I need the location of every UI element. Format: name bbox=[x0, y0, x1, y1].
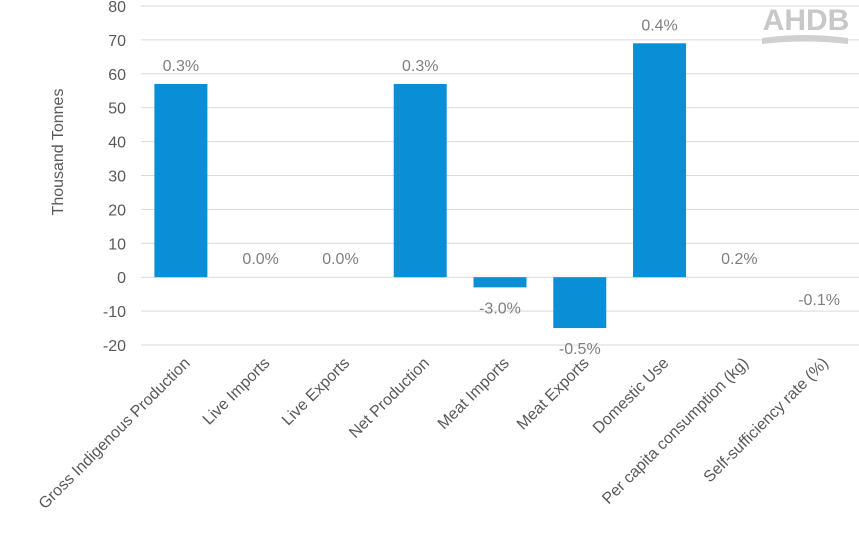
data-label: -0.1% bbox=[798, 292, 840, 309]
y-tick-label: 10 bbox=[108, 236, 126, 253]
x-category-label: Meat Imports bbox=[435, 355, 513, 433]
y-tick-label: 30 bbox=[108, 169, 126, 186]
bar bbox=[154, 83, 208, 278]
bar bbox=[393, 83, 447, 278]
x-axis-categories: Gross Indigenous Production Live Imports L… bbox=[36, 355, 832, 513]
y-tick-label: 20 bbox=[108, 202, 126, 219]
data-label: 0.0% bbox=[322, 251, 358, 268]
bar bbox=[633, 43, 687, 278]
bar bbox=[553, 277, 607, 329]
y-tick-label: 60 bbox=[108, 67, 126, 84]
y-axis-ticks: -20 -10 0 10 20 30 40 50 60 70 80 bbox=[103, 0, 126, 355]
x-category-label: Per capita consumption (kg) bbox=[599, 355, 752, 508]
bars bbox=[154, 43, 687, 329]
data-label: 0.4% bbox=[641, 17, 677, 34]
y-tick-label: 70 bbox=[108, 33, 126, 50]
data-label: -0.5% bbox=[559, 341, 601, 358]
x-category-label: Net Production bbox=[346, 355, 433, 442]
data-label: 0.0% bbox=[242, 251, 278, 268]
y-tick-label: -10 bbox=[103, 304, 126, 321]
data-label: -3.0% bbox=[479, 300, 521, 317]
y-tick-label: -20 bbox=[103, 338, 126, 355]
y-tick-label: 0 bbox=[117, 270, 126, 287]
x-category-label: Live Imports bbox=[200, 355, 274, 429]
x-category-label: Domestic Use bbox=[590, 355, 673, 438]
ahdb-logo: AHDB bbox=[762, 4, 849, 44]
data-labels: 0.3% 0.0% 0.0% 0.3% -3.0% -0.5% 0.4% 0.2% -0.1% bbox=[163, 17, 840, 358]
data-label: 0.3% bbox=[402, 58, 438, 75]
y-tick-label: 50 bbox=[108, 101, 126, 118]
logo-swoosh bbox=[762, 35, 848, 44]
x-category-label: Live Exports bbox=[279, 355, 353, 429]
y-tick-label: 80 bbox=[108, 0, 126, 16]
bar bbox=[473, 277, 527, 288]
x-category-label: Gross Indigenous Production bbox=[36, 355, 194, 513]
y-tick-label: 40 bbox=[108, 135, 126, 152]
y-axis-label: Thousand Tonnes bbox=[50, 89, 67, 216]
x-category-label: Meat Exports bbox=[514, 355, 593, 434]
data-label: 0.3% bbox=[163, 58, 199, 75]
gridlines bbox=[141, 5, 859, 346]
data-label: 0.2% bbox=[721, 251, 757, 268]
logo-text: AHDB bbox=[763, 4, 850, 37]
